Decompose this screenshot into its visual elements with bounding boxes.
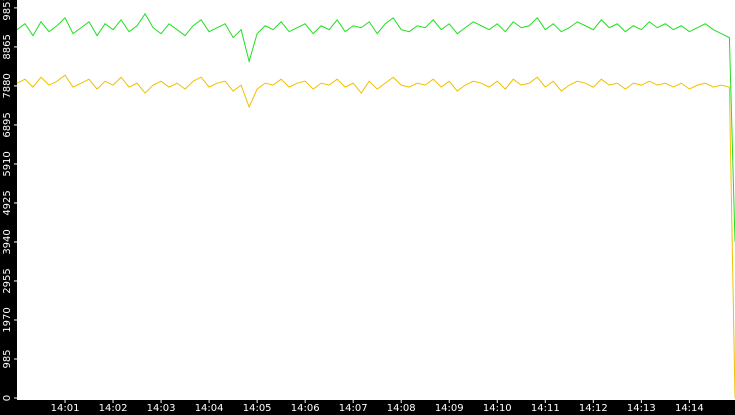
y-tick-label: 1970 xyxy=(2,307,13,332)
x-tick-label: 14:01 xyxy=(51,403,80,414)
x-tick-label: 14:12 xyxy=(579,403,608,414)
y-tick-label: 3940 xyxy=(2,229,13,254)
x-tick-label: 14:07 xyxy=(339,403,368,414)
y-tick-label: 8865 xyxy=(2,34,13,59)
x-tick-label: 14:02 xyxy=(99,403,128,414)
x-tick-label: 14:06 xyxy=(291,403,320,414)
x-tick-label: 14:03 xyxy=(147,403,176,414)
series-line xyxy=(16,12,735,242)
x-tick-label: 14:13 xyxy=(627,403,656,414)
x-tick-label: 14:08 xyxy=(387,403,416,414)
y-tick-label: 9851 xyxy=(2,0,13,21)
x-tick-label: 14:04 xyxy=(195,403,224,414)
y-axis-band xyxy=(0,0,17,415)
y-tick-label: 0 xyxy=(2,395,13,401)
y-tick-label: 7880 xyxy=(2,73,13,98)
x-tick-label: 14:09 xyxy=(435,403,464,414)
y-tick-label: 2955 xyxy=(2,268,13,293)
y-tick-label: 4925 xyxy=(2,190,13,215)
x-axis-band xyxy=(0,400,735,415)
y-tick-label: 985 xyxy=(2,349,13,368)
y-tick-label: 6895 xyxy=(2,112,13,137)
x-tick-label: 14:05 xyxy=(243,403,272,414)
x-tick-label: 14:10 xyxy=(483,403,512,414)
x-tick-label: 14:11 xyxy=(531,403,560,414)
x-tick-label: 14:14 xyxy=(675,403,704,414)
series-line xyxy=(16,74,735,399)
y-tick-label: 5910 xyxy=(2,151,13,176)
